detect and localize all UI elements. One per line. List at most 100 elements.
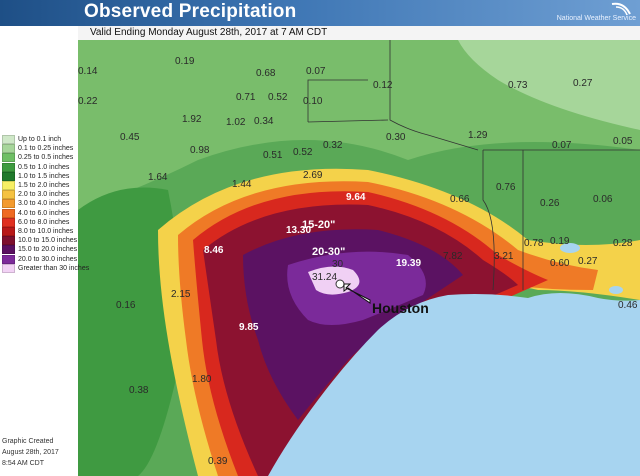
precip-value: 30 <box>332 259 344 270</box>
credit-line: August 28th, 2017 <box>2 449 59 456</box>
legend-label: 4.0 to 6.0 inches <box>18 209 70 217</box>
nws-label: National Weather Service <box>556 15 636 22</box>
legend-swatch <box>2 135 15 144</box>
legend-swatch <box>2 144 15 154</box>
precip-value: 13.30 <box>286 225 311 236</box>
legend-item: 1.0 to 1.5 inches <box>2 171 70 181</box>
credit-line: 8:54 AM CDT <box>2 460 45 467</box>
precip-value: 0.68 <box>256 68 276 79</box>
precip-value: 0.46 <box>618 300 638 311</box>
legend-item: Greater than 30 inches <box>2 263 90 273</box>
legend-item: 8.0 to 10.0 inches <box>2 227 73 236</box>
precip-value: 3.21 <box>494 251 514 262</box>
precip-value: 0.07 <box>552 140 572 151</box>
precip-value: 0.71 <box>236 92 256 103</box>
precip-value: 0.12 <box>373 80 393 91</box>
legend-swatch <box>2 190 15 200</box>
legend-label: 15.0 to 20.0 inches <box>18 246 78 254</box>
legend-label: 6.0 to 8.0 inches <box>18 218 70 226</box>
nws-logo-icon <box>611 2 631 16</box>
precip-value: 0.16 <box>116 300 136 311</box>
precip-value: 0.28 <box>613 238 633 249</box>
gulf-of-mexico <box>268 293 640 476</box>
legend-label: 0.5 to 1.0 inches <box>18 163 70 171</box>
header-bar: Observed Precipitation National Weather … <box>0 0 640 26</box>
legend-swatch <box>2 181 15 190</box>
precip-value: 1.29 <box>468 130 488 141</box>
precip-value: 0.60 <box>550 258 570 269</box>
legend-label: Greater than 30 inches <box>18 264 90 272</box>
precip-value: 9.85 <box>239 322 259 333</box>
precip-light-north <box>78 40 640 210</box>
legend-item: 0.5 to 1.0 inches <box>2 162 70 172</box>
precip-value: 0.10 <box>303 96 323 107</box>
legend-swatch <box>2 236 15 246</box>
legend-label: 8.0 to 10.0 inches <box>18 228 74 235</box>
legend-item: 3.0 to 4.0 inches <box>2 199 69 209</box>
state-border <box>307 40 640 291</box>
legend-label: 2.0 to 3.0 inches <box>18 191 70 199</box>
legend-item: 0.1 to 0.25 inches <box>2 144 74 154</box>
legend-item: 20.0 to 30.0 inches <box>2 254 78 264</box>
legend-swatch <box>2 199 15 209</box>
legend-item: 15.0 to 20.0 inches <box>2 245 78 255</box>
precip-value: 1.92 <box>182 114 202 125</box>
precip-value: 0.52 <box>268 92 288 103</box>
precip-value: 0.38 <box>129 385 149 396</box>
precip-value: 0.06 <box>593 194 613 205</box>
precip-value: 0.98 <box>190 145 210 156</box>
legend-label: 20.0 to 30.0 inches <box>18 255 78 263</box>
legend-label: Up to 0.1 inch <box>18 136 62 143</box>
precip-lightest-ne <box>458 40 640 130</box>
precip-value: 7.82 <box>443 251 463 262</box>
legend-item: 4.0 to 6.0 inches <box>2 208 70 218</box>
zone-label-15-20: 15-20" <box>302 219 335 231</box>
legend-swatch <box>2 263 15 273</box>
legend-label: 0.25 to 0.5 inches <box>18 154 74 162</box>
precip-value: 0.34 <box>254 116 274 127</box>
legend-item: 10.0 to 15.0 inches <box>2 236 78 246</box>
legend-item: 2.0 to 3.0 inches <box>2 190 70 200</box>
legend-swatch <box>2 153 15 163</box>
subtitle-bar <box>78 26 640 40</box>
legend-item: 0.25 to 0.5 inches <box>2 153 74 163</box>
precip-value: 1.64 <box>148 172 168 183</box>
precip-value: 1.02 <box>226 117 246 128</box>
precip-value: 0.78 <box>524 238 544 249</box>
precip-value: 0.07 <box>306 66 326 77</box>
precip-value: 0.27 <box>578 256 598 267</box>
legend-label: 10.0 to 15.0 inches <box>18 237 78 245</box>
precip-value: 1.80 <box>192 374 212 385</box>
houston-label: Houston <box>372 300 429 316</box>
precip-value: 0.19 <box>550 236 570 247</box>
legend-swatch <box>2 217 15 227</box>
precip-value: 0.27 <box>573 78 593 89</box>
legend-swatch <box>2 245 15 255</box>
lake <box>609 286 623 294</box>
precip-value: 9.64 <box>346 192 366 203</box>
precip-value: 0.32 <box>323 140 343 151</box>
precip-value: 2.69 <box>303 170 323 181</box>
houston-arrow-icon <box>343 283 371 304</box>
legend-swatch <box>2 171 15 181</box>
precip-values: 0.14 0.19 0.68 0.07 0.12 0.73 0.27 0.22 0.71 0.52… <box>78 56 638 467</box>
valid-time: Valid Ending Monday August 28th, 2017 at… <box>90 27 328 38</box>
lake <box>560 243 580 253</box>
legend-label: 1.5 to 2.0 inches <box>18 182 70 189</box>
precip-dark-west <box>78 187 182 476</box>
legend-item: 6.0 to 8.0 inches <box>2 217 70 227</box>
legend-swatch <box>2 254 15 264</box>
legend-label: 0.1 to 0.25 inches <box>18 145 74 153</box>
precip-value: 31.24 <box>312 272 337 283</box>
precip-value: 0.05 <box>613 136 633 147</box>
precip-value: 0.30 <box>386 132 406 143</box>
legend-swatch <box>2 208 15 218</box>
precipitation-map: 0.14 0.19 0.68 0.07 0.12 0.73 0.27 0.22 0.71 0.52… <box>78 40 640 476</box>
legend-label: 1.0 to 1.5 inches <box>18 172 70 180</box>
precip-value: 19.39 <box>396 258 421 269</box>
precip-value: 0.76 <box>496 182 516 193</box>
precip-value: 1.44 <box>232 179 252 190</box>
precip-value: 0.51 <box>263 150 283 161</box>
map-title: Observed Precipitation <box>84 1 297 22</box>
legend-swatch <box>2 162 15 172</box>
